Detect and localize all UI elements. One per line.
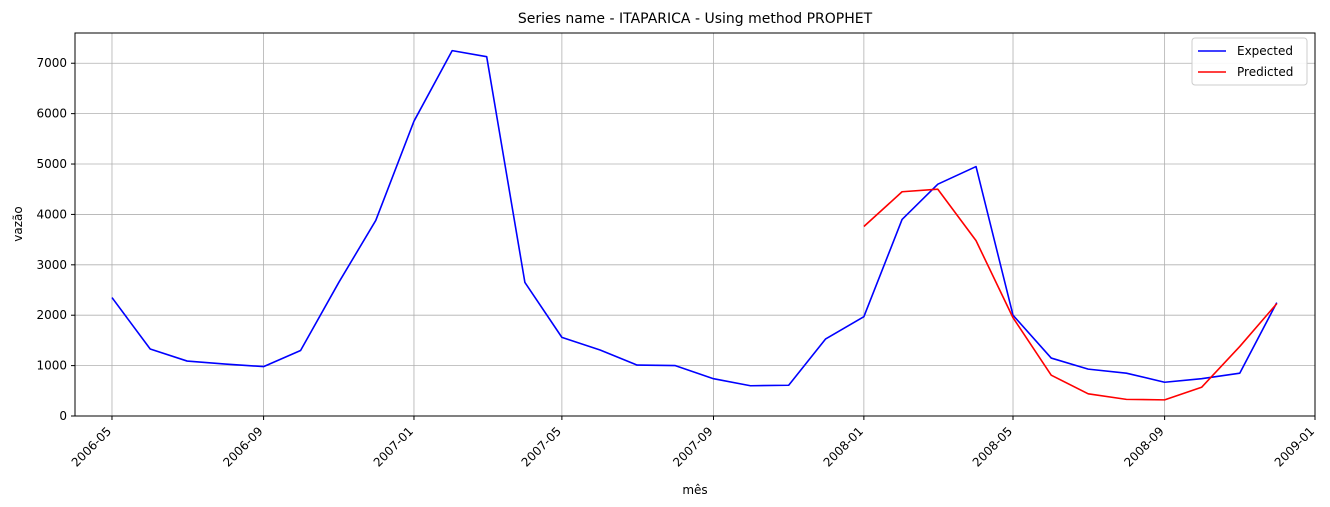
x-tick-label: 2007-09 <box>670 424 715 469</box>
x-tick-label: 2006-05 <box>69 424 114 469</box>
x-axis-label: mês <box>682 483 707 497</box>
x-tick-label: 2008-01 <box>821 424 866 469</box>
x-tick-label: 2007-05 <box>519 424 564 469</box>
x-tick-label: 2009-01 <box>1272 424 1317 469</box>
x-tick-label: 2007-01 <box>371 424 416 469</box>
series-line-predicted <box>863 188 1278 401</box>
grid <box>75 33 1316 417</box>
x-axis: 2006-05 2006-09 2007-01 2007-05 2007-09 2008-… <box>69 416 1317 470</box>
y-axis: 0 1000 2000 3000 4000 5000 6000 7000 <box>36 56 75 423</box>
plot-frame <box>74 32 1316 417</box>
x-tick-label: 2006-09 <box>220 424 265 469</box>
y-tick-label: 6000 <box>36 107 67 121</box>
chart-title: Series name - ITAPARICA - Using method P… <box>518 11 873 27</box>
x-tick-label: 2008-09 <box>1121 424 1166 469</box>
series-line-expected <box>111 49 1278 387</box>
y-tick-label: 4000 <box>36 207 67 221</box>
y-tick-label: 7000 <box>36 56 67 70</box>
series-layer <box>111 49 1278 401</box>
legend-box <box>1191 37 1308 86</box>
y-tick-label: 2000 <box>36 308 67 322</box>
y-tick-label: 3000 <box>36 258 67 272</box>
legend-label-predicted: Predicted <box>1237 65 1293 79</box>
x-tick-label: 2008-05 <box>970 424 1015 469</box>
legend-label-expected: Expected <box>1237 44 1293 58</box>
y-tick-label: 1000 <box>36 359 67 373</box>
y-tick-label: 0 <box>59 409 67 423</box>
y-axis-label: vazão <box>11 206 25 241</box>
legend: Expected Predicted <box>1191 37 1308 86</box>
y-tick-label: 5000 <box>36 157 67 171</box>
